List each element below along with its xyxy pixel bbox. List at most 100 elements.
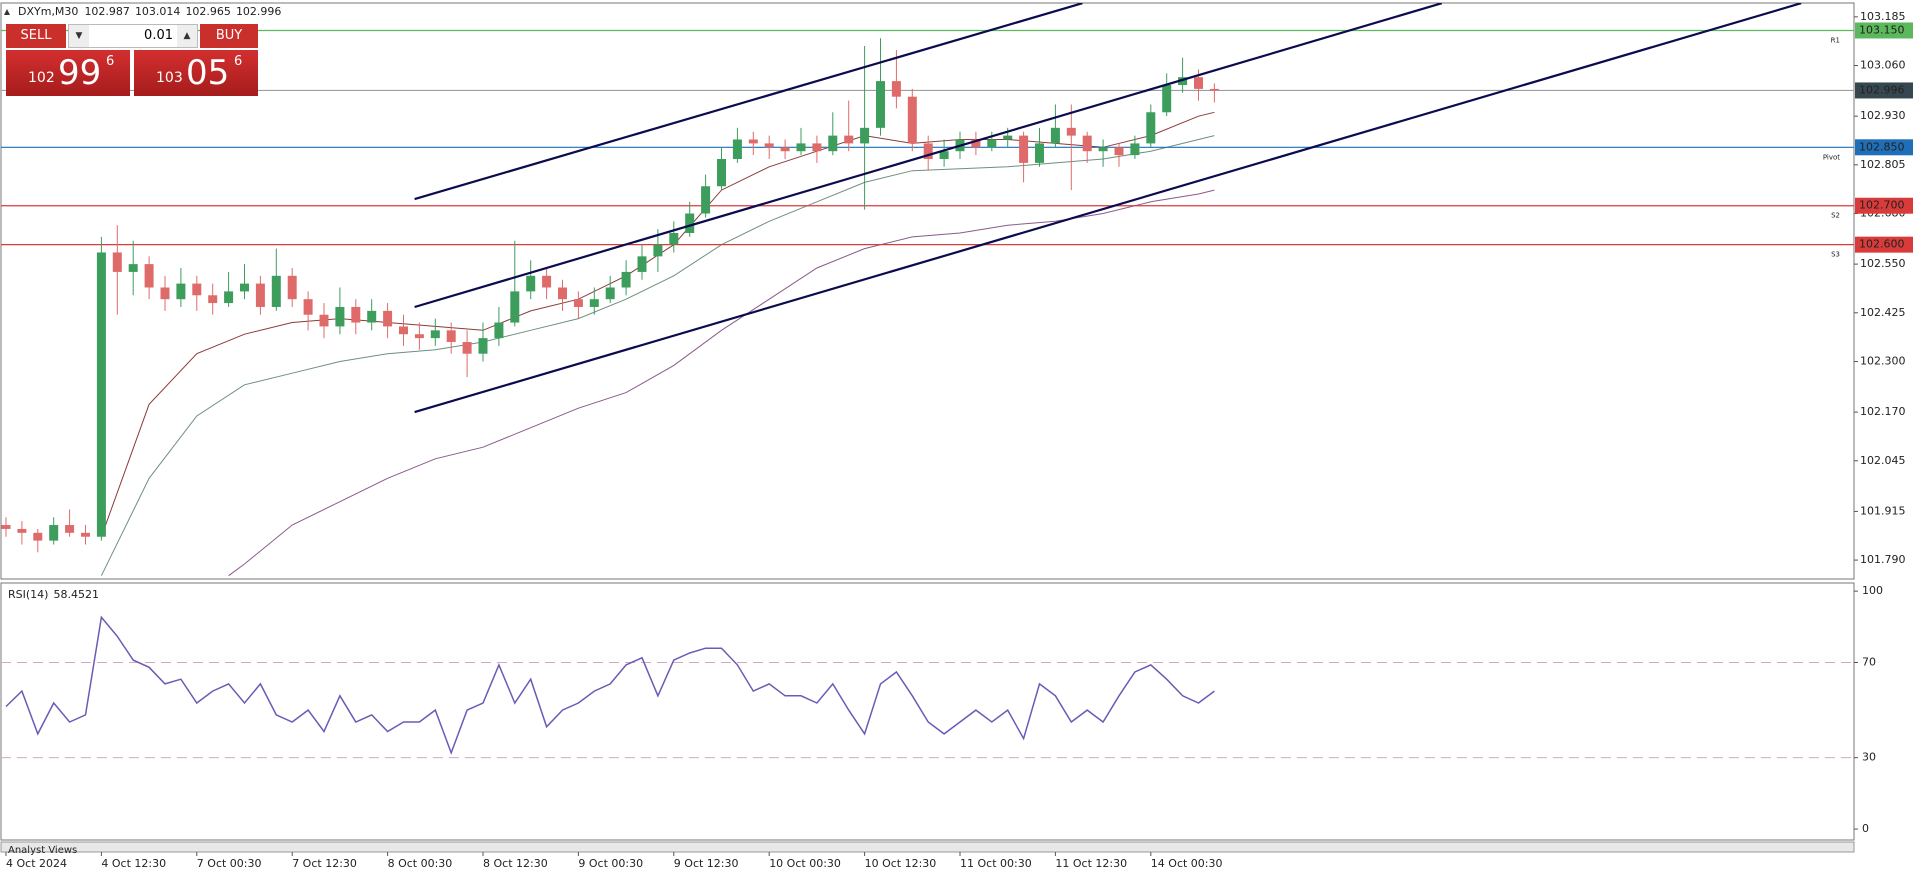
y-tick-label: 30 <box>1862 751 1876 764</box>
candle-body <box>860 127 870 144</box>
candle-body <box>1050 127 1060 144</box>
candle-body <box>732 139 742 159</box>
candle-body <box>319 314 329 327</box>
candle-body <box>987 139 997 148</box>
candle-body <box>764 143 774 148</box>
lot-up[interactable]: ▲ <box>177 25 197 47</box>
y-tick-label: 102.550 <box>1860 257 1906 270</box>
candle-body <box>1 525 11 529</box>
candle-body <box>558 287 567 300</box>
sell-button[interactable]: SELL <box>6 24 66 48</box>
candle-body <box>653 244 663 257</box>
moving-average <box>228 189 1215 577</box>
candle-body <box>1098 147 1108 152</box>
header-close: 102.996 <box>236 5 282 18</box>
candle-body <box>414 334 424 339</box>
candle-body <box>701 186 711 214</box>
candle-body <box>1114 147 1124 156</box>
candle-body <box>446 330 456 343</box>
candle-body <box>717 158 726 187</box>
rsi-line <box>5 615 1215 756</box>
candle-body <box>780 147 790 152</box>
y-tick-label: 103.060 <box>1860 59 1906 72</box>
level-label-box <box>1855 236 1913 253</box>
candle-body <box>462 342 472 354</box>
x-tick-label: 4 Oct 12:30 <box>101 857 166 870</box>
ask-pips: 05 <box>186 53 230 93</box>
x-tick-label: 7 Oct 12:30 <box>292 857 357 870</box>
bid-price[interactable]: 102 99 6 <box>6 50 130 96</box>
candle-body <box>621 271 631 288</box>
header-open: 102.987 <box>84 5 130 18</box>
bid-pips: 99 <box>58 53 102 93</box>
candle-body <box>923 143 933 159</box>
level-label-box <box>1855 139 1913 156</box>
chart-header: DXYm,M30 102.987 103.014 102.965 102.996 <box>18 5 281 18</box>
candle-body <box>637 256 647 272</box>
candle-body <box>49 525 59 541</box>
candle-body <box>144 264 154 288</box>
y-tick-label: 102.045 <box>1860 454 1906 467</box>
x-tick-label: 10 Oct 12:30 <box>865 857 937 870</box>
candle-body <box>1082 135 1092 152</box>
candle-body <box>1066 127 1076 136</box>
candle-body <box>367 310 377 323</box>
candle-body <box>351 306 361 323</box>
buy-button[interactable]: BUY <box>200 24 258 48</box>
lot-value[interactable]: 0.01 <box>144 28 173 43</box>
lot-down[interactable]: ▼ <box>69 25 89 47</box>
candle-body <box>526 275 536 292</box>
candle-body <box>589 299 599 307</box>
candle-body <box>96 252 106 537</box>
y-tick-label: 101.915 <box>1860 504 1906 517</box>
candle-body <box>65 525 75 533</box>
candle-body <box>192 283 202 296</box>
candle-body <box>112 252 122 272</box>
candle-body <box>971 139 981 148</box>
candle-body <box>748 139 758 144</box>
y-tick-label: 102.300 <box>1860 354 1906 367</box>
candle-body <box>1146 112 1156 144</box>
y-tick-label: 102.805 <box>1860 158 1906 171</box>
candle-body <box>1178 77 1188 85</box>
candle-body <box>399 326 408 335</box>
candle-body <box>160 287 170 300</box>
x-tick-label: 11 Oct 00:30 <box>960 857 1032 870</box>
candle-body <box>828 135 838 152</box>
bid-point: 6 <box>106 54 115 69</box>
candle-body <box>176 283 186 300</box>
candle-body <box>287 275 297 300</box>
lot-field[interactable]: ▼ 0.01 ▲ <box>68 24 198 48</box>
rsi-name: RSI(14) <box>8 588 48 601</box>
header-high: 103.014 <box>135 5 181 18</box>
y-tick-label: 102.930 <box>1860 109 1906 122</box>
trendline <box>414 3 1443 309</box>
candle-body <box>1130 143 1140 156</box>
candle-body <box>876 81 885 128</box>
candle-body <box>796 143 806 152</box>
candle-body <box>478 338 488 354</box>
level-label-box <box>1855 197 1913 214</box>
y-tick-label: 100 <box>1862 584 1883 597</box>
y-tick-label: 101.790 <box>1860 553 1906 566</box>
level-label-box <box>1855 22 1913 39</box>
candle-body <box>1194 77 1203 89</box>
candle-body <box>81 532 90 537</box>
level-label: 102.600 <box>1859 238 1905 251</box>
header-low: 102.965 <box>185 5 231 18</box>
ask-price[interactable]: 103 05 6 <box>134 50 258 96</box>
candle-body <box>939 151 949 159</box>
main-plot: R1 Pivot S2 S3 <box>1 3 1854 577</box>
candle-body <box>844 135 854 144</box>
candle-body <box>240 283 249 292</box>
candle-body <box>303 299 313 315</box>
tab-label[interactable]: Analyst Views <box>8 845 77 856</box>
x-tick-label: 10 Oct 00:30 <box>769 857 841 870</box>
y-tick-label: 70 <box>1862 656 1876 669</box>
level-tag: R1 <box>1831 36 1840 44</box>
x-tick-label: 8 Oct 12:30 <box>483 857 548 870</box>
candle-body <box>685 213 695 233</box>
level-tag: S3 <box>1831 251 1840 259</box>
candle-body <box>255 283 265 307</box>
